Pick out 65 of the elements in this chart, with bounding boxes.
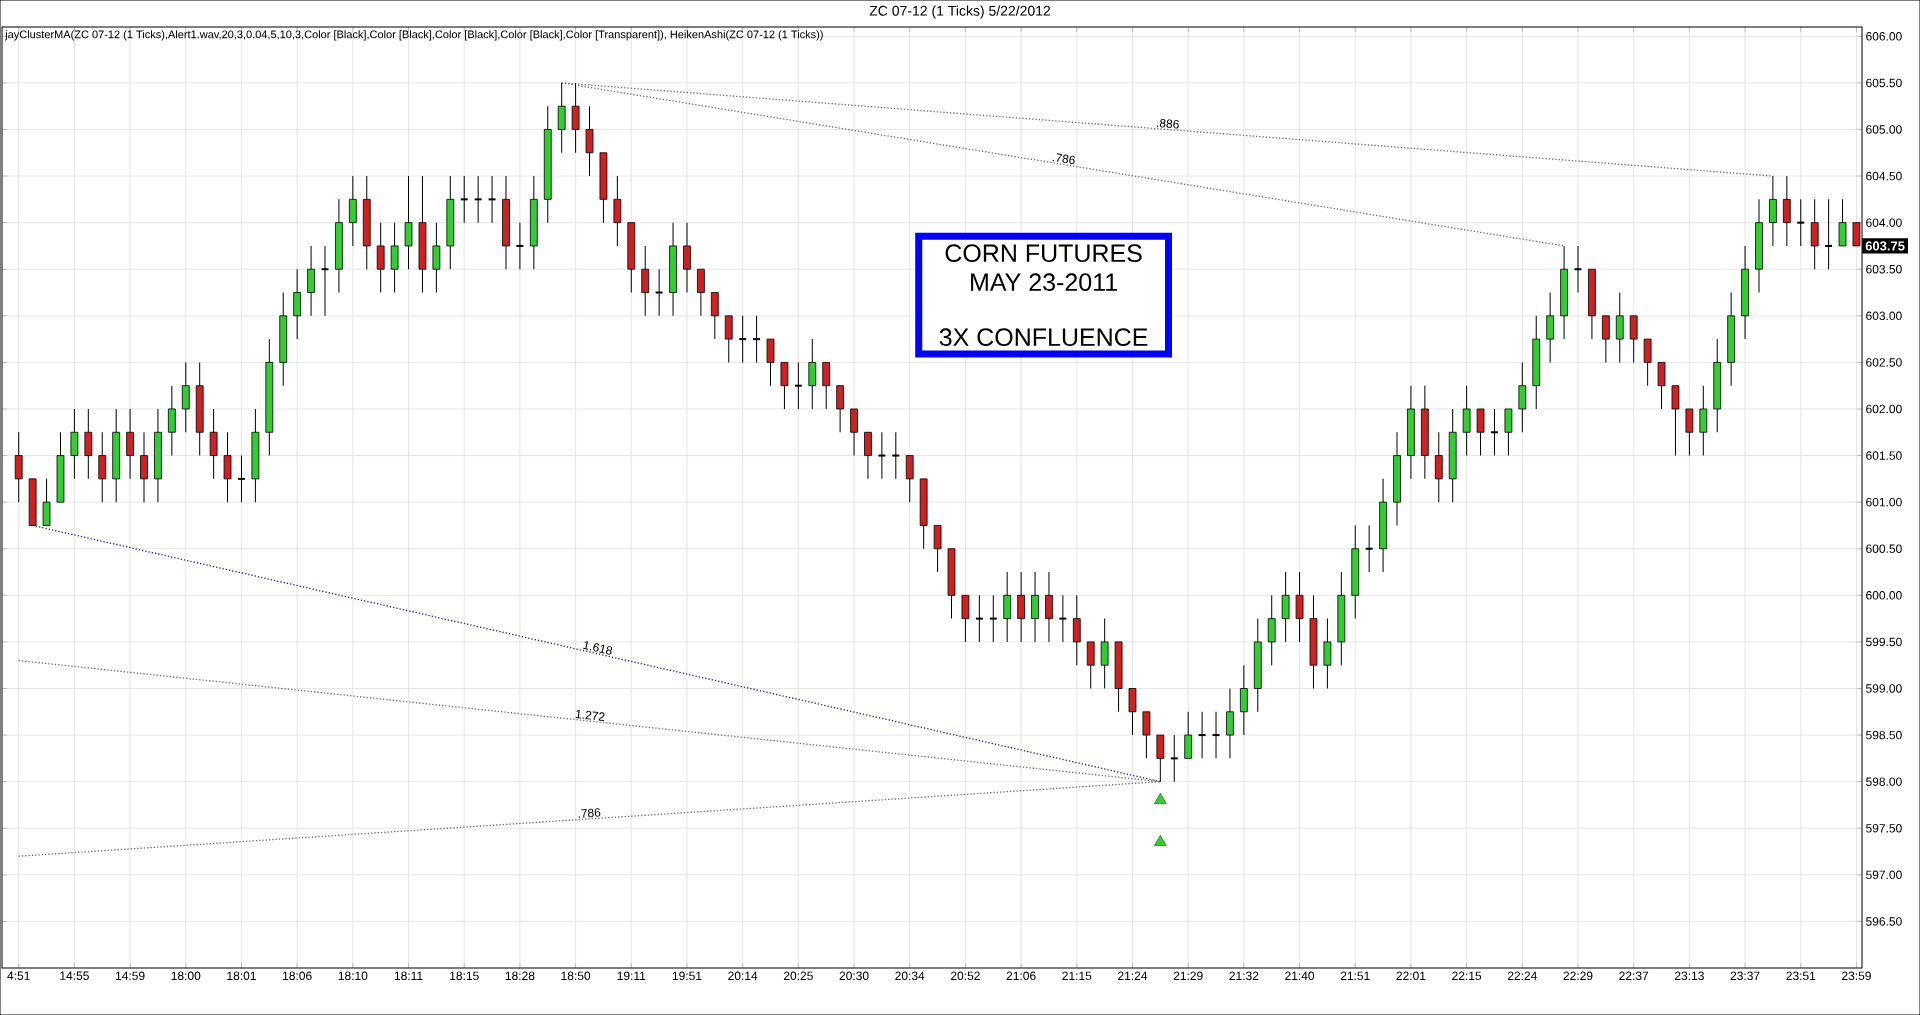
x-tick-label: 18:15 [450, 971, 479, 981]
y-tick-label: 606.00 [1866, 32, 1902, 41]
x-tick-label: 23:37 [1730, 971, 1760, 981]
x-tick-label: 18:00 [171, 971, 201, 981]
y-tick-label: 601.00 [1866, 497, 1902, 507]
y-tick-label: 599.50 [1866, 637, 1902, 647]
chart-title: ZC 07-12 (1 Ticks) 5/22/2012 [869, 5, 1051, 19]
y-tick-label: 597.00 [1866, 870, 1902, 880]
series-label: .886 [1156, 118, 1179, 129]
x-tick-label: 22:29 [1563, 971, 1593, 981]
x-tick-label: 23:59 [1842, 971, 1871, 981]
y-tick-label: 599.00 [1866, 684, 1902, 693]
annotation: CORN FUTURES [945, 244, 1142, 263]
y-tick-label: 604.50 [1866, 171, 1902, 181]
x-tick-label: 20:52 [951, 971, 980, 981]
x-tick-label: 20:25 [783, 971, 813, 981]
y-tick-label: 605.00 [1866, 125, 1902, 134]
x-tick-label: 18:06 [283, 971, 312, 981]
x-tick-label: 18:28 [505, 971, 535, 981]
x-tick-label: 19:11 [617, 971, 646, 981]
x-tick-label: 21:51 [1340, 971, 1370, 981]
y-tick-label: 597.50 [1866, 824, 1902, 833]
text: .786 [1052, 153, 1076, 165]
x-tick-label: 4:51 [7, 971, 30, 980]
x-tick-label: 14:59 [115, 971, 145, 981]
x-tick-label: 21:32 [1229, 971, 1259, 981]
y-tick-label: 601.50 [1866, 451, 1902, 460]
text: 603.75 [1865, 241, 1905, 251]
x-tick-label: 18:50 [561, 971, 591, 981]
y-tick-label: 596.50 [1866, 917, 1902, 926]
x-tick-label: 20:14 [728, 971, 758, 981]
x-tick-label: 14:55 [60, 971, 89, 980]
x-tick-label: 22:37 [1619, 971, 1649, 981]
x-tick-label: 21:40 [1285, 971, 1315, 981]
x-tick-label: 21:06 [1006, 971, 1036, 981]
annotation: MAY 23-2011 [971, 273, 1117, 292]
x-tick-label: 20:30 [839, 971, 869, 981]
x-tick-label: 23:51 [1786, 971, 1816, 981]
y-tick-label: 598.50 [1866, 730, 1902, 740]
y-tick-label: 600.50 [1866, 544, 1902, 553]
x-tick-label: 21:24 [1118, 971, 1148, 980]
text: 1.618 [583, 641, 613, 655]
y-tick-label: 603.00 [1866, 311, 1902, 321]
chart-subtitle: jayClusterMA(ZC 07-12 (1 Ticks),Alert1.wav,20,3,0.04,5,10,3,Color [Black],Color [Black],Color [Black],Color [Black],Color [Transparent]), HeikenAshi(ZC 07-12 (1 Ticks)) [4, 30, 823, 41]
x-tick-label: 18:01 [227, 971, 256, 981]
x-tick-label: 18:11 [394, 971, 423, 981]
y-tick-label: 598.00 [1866, 777, 1902, 786]
x-tick-label: 18:10 [338, 971, 368, 981]
y-tick-label: 602.50 [1866, 358, 1902, 367]
y-tick-label: 604.00 [1866, 218, 1902, 227]
x-tick-label: 22:24 [1507, 971, 1537, 980]
y-tick-label: 603.50 [1866, 264, 1902, 274]
series-label: .786 [578, 808, 601, 818]
y-tick-label: 602.00 [1866, 404, 1902, 414]
annotation: 3X CONFLUENCE [939, 328, 1148, 347]
x-tick-label: 22:15 [1452, 971, 1482, 981]
x-tick-label: 20:34 [895, 971, 925, 981]
x-tick-label: 21:15 [1062, 971, 1092, 981]
x-tick-label: 23:13 [1674, 971, 1704, 981]
x-tick-label: 22:01 [1396, 971, 1426, 981]
y-tick-label: 605.50 [1866, 78, 1902, 88]
text: 1.272 [575, 710, 605, 721]
x-tick-label: 21:29 [1173, 971, 1203, 981]
y-tick-label: 600.00 [1866, 591, 1902, 600]
x-tick-label: 19:51 [672, 971, 702, 981]
